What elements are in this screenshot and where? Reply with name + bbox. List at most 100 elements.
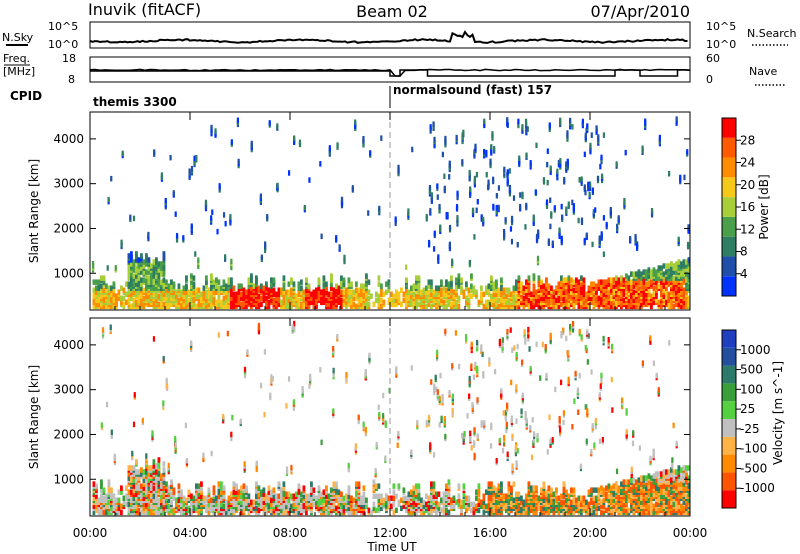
data-cell (297, 509, 301, 516)
data-cell (552, 499, 556, 506)
data-cell (590, 287, 593, 293)
data-cell (205, 293, 208, 300)
data-cell (575, 281, 578, 287)
data-cell (472, 509, 476, 516)
data-cell (435, 499, 438, 506)
data-cell (147, 265, 151, 271)
data-cell (410, 297, 413, 304)
data-cell (407, 491, 411, 497)
data-cell (332, 303, 336, 310)
data-cell (145, 253, 148, 259)
data-cell (675, 301, 678, 308)
data-cell (142, 505, 146, 512)
data-cell (650, 208, 654, 214)
data-cell (275, 291, 278, 298)
data-cell (97, 279, 101, 285)
data-cell (190, 165, 194, 172)
data-cell (490, 501, 493, 508)
data-cell (380, 135, 383, 141)
data-cell (100, 283, 103, 289)
data-cell (500, 291, 503, 298)
data-cell (467, 287, 471, 293)
data-cell (685, 283, 688, 289)
data-cell (615, 503, 618, 510)
data-cell (560, 493, 563, 499)
data-cell (187, 489, 191, 495)
data-cell (130, 475, 133, 481)
data-cell (504, 217, 507, 223)
data-cell (407, 499, 411, 506)
data-cell (194, 251, 197, 257)
data-cell (685, 271, 688, 277)
data-cell (95, 301, 98, 308)
data-cell (117, 509, 121, 516)
data-cell (474, 143, 477, 150)
data-cell (552, 297, 556, 304)
data-cell (142, 263, 146, 269)
data-cell (390, 297, 393, 304)
data-cell (142, 277, 146, 283)
data-cell (625, 507, 628, 514)
data-cell (585, 301, 588, 308)
data-cell (582, 291, 586, 298)
data-cell (317, 497, 321, 504)
data-cell (172, 299, 176, 306)
data-cell (417, 483, 421, 489)
data-cell (130, 271, 133, 277)
data-cell (170, 279, 173, 285)
data-cell (588, 191, 591, 198)
data-cell (635, 271, 638, 277)
data-cell (620, 281, 623, 287)
data-cell (549, 165, 552, 171)
data-cell (232, 481, 236, 487)
data-cell (420, 299, 423, 306)
data-cell (227, 277, 231, 283)
data-cell (222, 485, 226, 491)
data-cell (240, 493, 243, 499)
data-cell (150, 279, 153, 285)
data-cell (347, 499, 351, 506)
data-cell (530, 507, 533, 514)
data-cell (315, 287, 318, 293)
data-cell (682, 271, 686, 277)
data-cell (497, 297, 501, 304)
data-cell (462, 293, 466, 300)
data-cell (387, 283, 391, 289)
data-cell (572, 301, 576, 308)
data-cell (357, 291, 361, 298)
data-cell (520, 499, 523, 506)
data-cell (214, 128, 217, 134)
data-cell (567, 499, 571, 506)
data-cell (537, 275, 541, 281)
data-cell (265, 285, 268, 291)
data-cell (647, 281, 651, 287)
data-cell (567, 293, 571, 300)
data-cell (595, 487, 598, 493)
data-cell (448, 224, 452, 231)
data-cell (542, 283, 546, 289)
data-cell (658, 134, 661, 141)
data-cell (470, 287, 473, 293)
data-cell (483, 118, 486, 125)
data-cell (210, 285, 213, 291)
data-cell (175, 289, 178, 295)
data-cell (175, 233, 179, 239)
freq-unit-label: [MHz] (3, 65, 35, 78)
colorbar-tick-label: 28 (740, 133, 755, 147)
data-cell (542, 505, 546, 512)
data-cell (280, 287, 283, 293)
data-cell (180, 489, 183, 495)
data-cell (457, 501, 461, 508)
data-cell (640, 487, 643, 493)
data-cell (617, 277, 621, 283)
data-cell (217, 297, 221, 304)
data-cell (217, 301, 221, 308)
data-cell (468, 169, 471, 176)
data-cell (537, 229, 540, 236)
data-cell (535, 509, 538, 516)
data-cell (527, 283, 531, 289)
data-cell (207, 487, 211, 493)
data-cell (255, 481, 258, 487)
data-cell (270, 497, 273, 504)
data-cell (462, 499, 466, 506)
